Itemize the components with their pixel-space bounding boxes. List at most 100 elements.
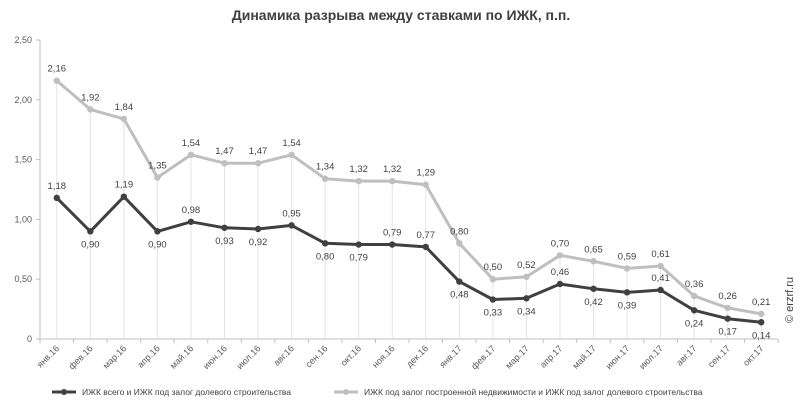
drop-lines xyxy=(56,80,762,339)
series-1-data-label: 0,92 xyxy=(249,237,268,248)
series-2-point xyxy=(556,252,564,259)
series-2-data-label: 1,32 xyxy=(383,164,402,175)
series-1-point xyxy=(556,280,564,288)
series-2-data-label: 2,16 xyxy=(48,64,67,75)
series-1-data-label: 0,46 xyxy=(551,267,570,278)
series-2-data-label: 1,32 xyxy=(349,164,368,175)
y-tick-label: 0 xyxy=(27,334,32,344)
series-2-point xyxy=(489,276,497,283)
series-1-data-label: 0,34 xyxy=(517,306,536,317)
y-tick-label: 2,00 xyxy=(14,95,32,105)
series-2-point xyxy=(690,292,698,300)
series-line-2 xyxy=(55,79,762,316)
series-2-point xyxy=(120,115,128,123)
series-1-data-label: 0,24 xyxy=(685,318,704,329)
series-2-point xyxy=(288,151,295,159)
x-tick-label: июл.17 xyxy=(637,343,665,371)
series-1-point xyxy=(422,243,429,251)
series-1-data-label: 0,79 xyxy=(349,253,368,264)
series-2-data-label: 0,21 xyxy=(752,297,771,308)
series-1-point xyxy=(355,241,362,248)
x-tick-label: ноя.16 xyxy=(370,343,396,369)
series-1-point xyxy=(87,228,94,235)
series-2-point xyxy=(154,174,161,181)
series-1-point xyxy=(623,289,631,296)
series-1-point xyxy=(690,307,698,314)
series-2-point xyxy=(389,177,396,185)
series-2-data-label: 0,65 xyxy=(584,244,603,255)
y-tick-label: 1,50 xyxy=(14,155,32,165)
series-2-data-label: 1,29 xyxy=(417,168,436,179)
x-tick-label: фев.16 xyxy=(67,343,95,371)
series-1-point xyxy=(187,218,195,225)
series-2-point xyxy=(724,304,731,312)
series-1-data-label: 0,17 xyxy=(718,327,737,338)
series-1-point xyxy=(657,286,664,294)
series-2-point xyxy=(321,175,329,182)
series-1-data-label: 0,77 xyxy=(417,230,436,241)
chart-legend: ИЖК всего и ИЖК под залог долевого строи… xyxy=(52,387,703,397)
series-1-point xyxy=(221,224,228,231)
series-2-data-label: 0,50 xyxy=(484,262,503,273)
series-1-point xyxy=(154,228,161,235)
series-1-data-label: 0,33 xyxy=(484,308,503,319)
series-2-point xyxy=(590,258,597,265)
x-tick-label: янв.16 xyxy=(35,343,61,369)
series-1-data-label: 0,42 xyxy=(584,297,603,308)
series-2-point xyxy=(758,310,765,318)
x-tick-label: сен.16 xyxy=(303,343,329,369)
series-2-data-label: 0,70 xyxy=(551,238,570,249)
x-tick-label: окт.17 xyxy=(741,343,766,368)
series-1-point xyxy=(254,225,262,233)
x-tick-label: сен.17 xyxy=(706,343,732,369)
x-tick-label: июн.16 xyxy=(201,343,229,371)
series-layer xyxy=(53,77,765,326)
legend-swatch-marker-2 xyxy=(343,389,349,395)
series-1-point xyxy=(489,296,497,303)
series-2-data-label: 0,36 xyxy=(685,279,704,290)
legend-swatch-marker-1 xyxy=(61,389,67,395)
series-1-data-label: 0,95 xyxy=(282,208,301,219)
series-1-data-label: 0,98 xyxy=(182,205,201,216)
watermark: © erzrf.ru xyxy=(784,277,796,323)
series-1-point xyxy=(389,241,396,248)
data-labels: 2,16 1,92 1,84 1,35 1,54 1,47 1,47 1,54 1,34 1,32… xyxy=(48,64,771,342)
series-2-point xyxy=(523,273,530,281)
series-1-point xyxy=(523,295,530,302)
series-1-data-label: 1,19 xyxy=(115,180,134,191)
series-line-1 xyxy=(55,195,762,324)
x-tick-label: мар.17 xyxy=(503,343,530,370)
series-2-point xyxy=(221,159,228,167)
series-2-data-label: 1,54 xyxy=(182,138,201,149)
legend-label-2: ИЖК под залог построенной недвижимости и… xyxy=(364,387,703,397)
series-1-data-label: 0,80 xyxy=(316,251,335,262)
x-tick-label: май.16 xyxy=(168,343,195,370)
legend-label-1: ИЖК всего и ИЖК под залог долевого строи… xyxy=(82,387,291,397)
series-2-point xyxy=(187,151,195,159)
series-2-point xyxy=(623,265,631,272)
series-2-point xyxy=(355,177,362,185)
x-tick-label: окт.16 xyxy=(339,343,364,368)
series-1-point xyxy=(53,194,60,202)
series-1-data-label: 0,14 xyxy=(752,330,771,341)
series-2-point xyxy=(53,77,60,84)
x-tick-label: май.17 xyxy=(571,343,598,370)
chart-title: Динамика разрыва между ставками по ИЖК, … xyxy=(232,7,570,23)
series-2-data-label: 0,61 xyxy=(651,249,670,260)
series-2-point xyxy=(422,181,429,188)
series-2-point xyxy=(657,262,664,270)
x-tick-label: авг.16 xyxy=(272,343,296,367)
series-1-point xyxy=(456,278,463,285)
series-1-point xyxy=(321,240,329,247)
y-tick-label: 0,50 xyxy=(14,274,32,284)
x-tick-label: апр.16 xyxy=(135,343,161,369)
series-1-data-label: 0,48 xyxy=(450,290,469,301)
series-1-point xyxy=(758,319,765,326)
x-tick-label: апр.17 xyxy=(538,343,564,369)
y-tick-label: 2,50 xyxy=(14,35,32,45)
series-1-point xyxy=(724,315,731,322)
x-tick-label: фев.17 xyxy=(469,343,497,371)
series-2-point xyxy=(254,159,262,167)
series-2-data-label: 1,54 xyxy=(282,138,301,149)
